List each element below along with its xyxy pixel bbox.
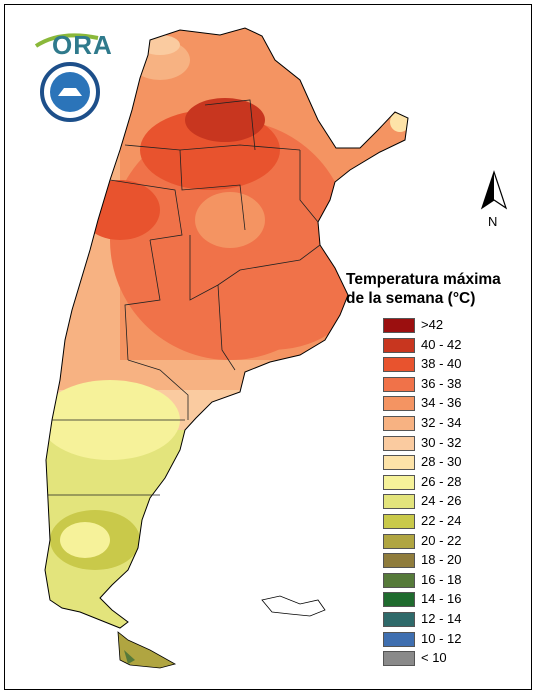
legend-label: 20 - 22 <box>421 532 462 548</box>
north-arrow-icon <box>480 170 508 210</box>
legend-item: 22 - 24 <box>383 512 523 532</box>
legend-label: 12 - 14 <box>421 611 462 626</box>
legend-item: 20 - 22 <box>383 532 523 552</box>
legend-swatch <box>383 474 415 490</box>
legend-item: 36 - 38 <box>383 375 523 395</box>
legend-item: 32 - 34 <box>383 414 523 434</box>
ora-logo-text: ORA <box>52 30 113 60</box>
legend-swatch <box>383 553 415 569</box>
legend-item: 34 - 36 <box>383 394 523 414</box>
legend-swatch <box>383 435 415 451</box>
country-outline <box>44 27 409 629</box>
legend-swatch <box>383 514 415 529</box>
malvinas-islands <box>261 595 326 617</box>
legend-title: Temperatura máxima de la semana (°C) <box>346 270 526 308</box>
province-borders <box>48 99 321 496</box>
legend-swatch <box>383 357 415 373</box>
legend-item: 28 - 30 <box>383 453 523 473</box>
legend-swatch <box>383 533 415 549</box>
legend-swatch <box>383 318 415 333</box>
legend-label: 10 - 12 <box>421 630 462 646</box>
legend-label: 32 - 34 <box>421 415 462 430</box>
legend-swatch <box>383 337 415 353</box>
legend-label: 30 - 32 <box>421 434 462 450</box>
legend-swatch <box>383 592 415 608</box>
legend-label: < 10 <box>421 650 447 666</box>
legend-swatch <box>383 494 415 510</box>
legend-label: 18 - 20 <box>421 552 462 568</box>
legend-label: 38 - 40 <box>421 356 462 372</box>
map-frame <box>4 4 532 690</box>
legend-item: 14 - 16 <box>383 590 523 610</box>
north-label: N <box>488 214 498 229</box>
legend-label: 22 - 24 <box>421 513 462 528</box>
legend-item: 12 - 14 <box>383 610 523 630</box>
legend-item: 10 - 12 <box>383 630 523 650</box>
legend-item: 40 - 42 <box>383 336 523 356</box>
legend-item: >42 <box>383 316 523 336</box>
legend-title-line1: Temperatura máxima <box>346 271 501 288</box>
legend-title-line2: de la semana (°C) <box>346 290 476 307</box>
legend-swatch <box>383 455 415 471</box>
legend-label: 34 - 36 <box>421 395 462 411</box>
legend-item: 30 - 32 <box>383 434 523 454</box>
legend-swatch <box>383 416 415 431</box>
tierra-del-fuego <box>117 631 177 669</box>
legend-item: 24 - 26 <box>383 492 523 512</box>
legend-item: < 10 <box>383 649 523 669</box>
legend-label: 28 - 30 <box>421 454 462 470</box>
legend-swatch <box>383 631 415 647</box>
legend-label: 40 - 42 <box>421 336 462 352</box>
legend-item: 38 - 40 <box>383 355 523 375</box>
legend-item: 16 - 18 <box>383 571 523 591</box>
legend-label: 16 - 18 <box>421 571 462 587</box>
legend-swatch <box>383 572 415 588</box>
legend-swatch <box>383 612 415 627</box>
legend-label: 24 - 26 <box>421 493 462 509</box>
legend-swatch <box>383 651 415 667</box>
legend-label: >42 <box>421 317 444 332</box>
legend-label: 26 - 28 <box>421 473 462 489</box>
legend-label: 14 - 16 <box>421 591 462 607</box>
legend-swatch <box>383 376 415 392</box>
legend-label: 36 - 38 <box>421 375 462 391</box>
legend-swatch <box>383 396 415 412</box>
legend-item: 18 - 20 <box>383 551 523 571</box>
logo-swoosh <box>34 33 99 48</box>
legend-item: 26 - 28 <box>383 473 523 493</box>
